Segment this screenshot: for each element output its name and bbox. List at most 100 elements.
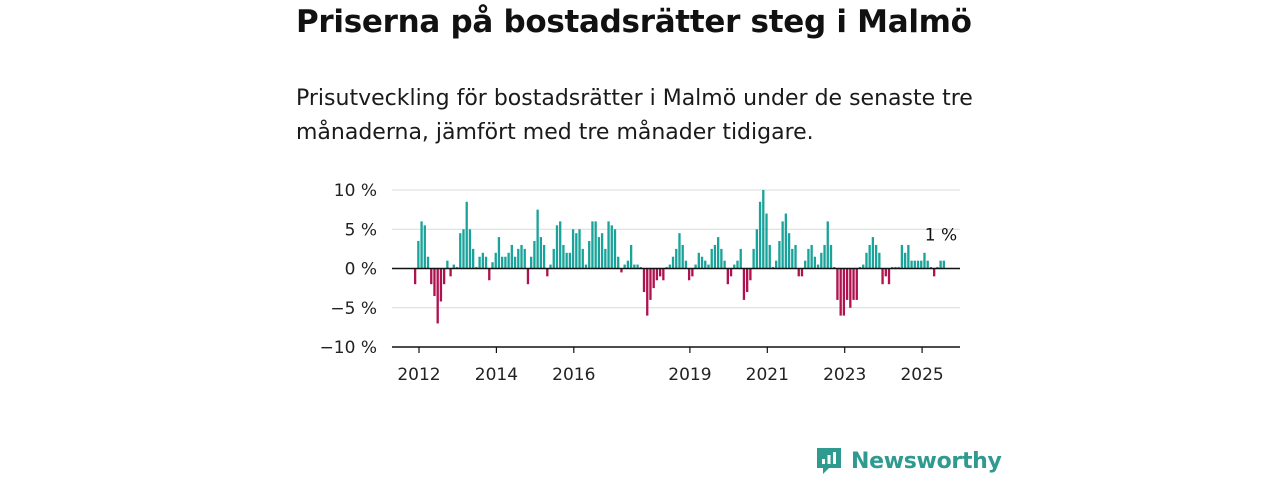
bar bbox=[575, 233, 578, 269]
bar bbox=[565, 252, 568, 269]
bar bbox=[900, 244, 904, 269]
bar bbox=[762, 190, 765, 269]
bar bbox=[533, 241, 536, 269]
bar bbox=[488, 268, 491, 281]
bar bbox=[758, 201, 762, 269]
bar bbox=[446, 260, 449, 269]
bar bbox=[520, 244, 523, 269]
bar bbox=[713, 244, 717, 269]
bar bbox=[539, 237, 543, 269]
y-tick-label: 10 % bbox=[334, 181, 377, 201]
bar bbox=[723, 260, 726, 269]
bar bbox=[816, 264, 820, 269]
bar bbox=[430, 268, 433, 285]
bar bbox=[658, 268, 662, 277]
bar bbox=[588, 241, 591, 269]
bar bbox=[736, 260, 739, 269]
bar bbox=[797, 268, 800, 277]
x-axis-ticks: 2012 2014 2016 2019 2021 2023 2025 bbox=[397, 347, 944, 385]
bar bbox=[471, 248, 475, 269]
bar bbox=[597, 237, 601, 269]
bar bbox=[501, 256, 504, 269]
bar bbox=[591, 221, 594, 269]
brand-logo: Newsworthy bbox=[815, 446, 1002, 476]
bar bbox=[739, 248, 742, 269]
bar bbox=[681, 244, 684, 269]
bar bbox=[862, 264, 865, 269]
bar bbox=[468, 229, 472, 269]
bar bbox=[497, 237, 501, 269]
bar bbox=[604, 248, 607, 269]
bar bbox=[546, 268, 549, 277]
bar bbox=[420, 221, 423, 269]
bar bbox=[526, 268, 530, 285]
bar bbox=[742, 268, 746, 300]
bar bbox=[517, 248, 520, 269]
bar bbox=[530, 256, 533, 269]
bar bbox=[749, 268, 752, 281]
bar bbox=[929, 266, 933, 269]
x-tick-label: 2025 bbox=[900, 365, 943, 385]
bar bbox=[787, 233, 791, 269]
bar bbox=[926, 260, 929, 269]
x-tick-label: 2014 bbox=[475, 365, 518, 385]
bar bbox=[494, 252, 497, 269]
bar bbox=[871, 237, 875, 269]
bar bbox=[504, 256, 507, 269]
x-tick-label: 2012 bbox=[397, 365, 440, 385]
x-tick-label: 2016 bbox=[552, 365, 595, 385]
bar bbox=[775, 260, 778, 269]
bar bbox=[646, 268, 649, 316]
bar bbox=[833, 266, 836, 269]
bar bbox=[820, 252, 823, 269]
chart-title: Priserna på bostadsrätter steg i Malmö bbox=[296, 4, 972, 40]
bar bbox=[852, 268, 855, 300]
bar bbox=[826, 221, 829, 269]
bar bbox=[478, 256, 481, 269]
bar bbox=[842, 268, 846, 316]
bar bbox=[881, 268, 884, 285]
bar bbox=[549, 264, 552, 269]
bar bbox=[781, 221, 784, 269]
bar bbox=[720, 248, 723, 269]
bar bbox=[717, 237, 720, 269]
bar bbox=[452, 264, 455, 269]
bar bbox=[449, 268, 452, 277]
bar bbox=[771, 266, 775, 269]
bar bbox=[903, 252, 907, 269]
bar bbox=[613, 229, 617, 269]
bar bbox=[936, 266, 939, 269]
bar bbox=[620, 268, 623, 273]
bar bbox=[707, 264, 710, 269]
bar bbox=[932, 268, 936, 277]
bar bbox=[868, 244, 871, 269]
bar bbox=[649, 268, 652, 300]
bar bbox=[836, 268, 839, 300]
bar bbox=[607, 221, 610, 269]
bar bbox=[442, 268, 446, 285]
bar bbox=[894, 266, 897, 269]
bar bbox=[623, 264, 626, 269]
bar bbox=[617, 256, 620, 269]
bar bbox=[897, 266, 900, 269]
bar bbox=[884, 268, 887, 277]
bar bbox=[475, 266, 478, 269]
axes bbox=[392, 267, 960, 348]
bar bbox=[600, 233, 604, 269]
bar bbox=[939, 260, 942, 269]
x-tick-label: 2019 bbox=[668, 365, 711, 385]
newsworthy-logo-icon bbox=[817, 448, 841, 474]
bar bbox=[691, 268, 694, 277]
bar bbox=[794, 244, 797, 269]
x-tick-label: 2021 bbox=[746, 365, 789, 385]
bar bbox=[559, 221, 562, 269]
bar bbox=[755, 229, 758, 269]
bar bbox=[778, 241, 781, 269]
bar bbox=[874, 244, 878, 269]
bar bbox=[784, 213, 788, 269]
bar bbox=[791, 248, 794, 269]
bar bbox=[746, 268, 749, 293]
bar bbox=[552, 248, 555, 269]
bar bbox=[697, 252, 700, 269]
bar bbox=[665, 266, 668, 269]
